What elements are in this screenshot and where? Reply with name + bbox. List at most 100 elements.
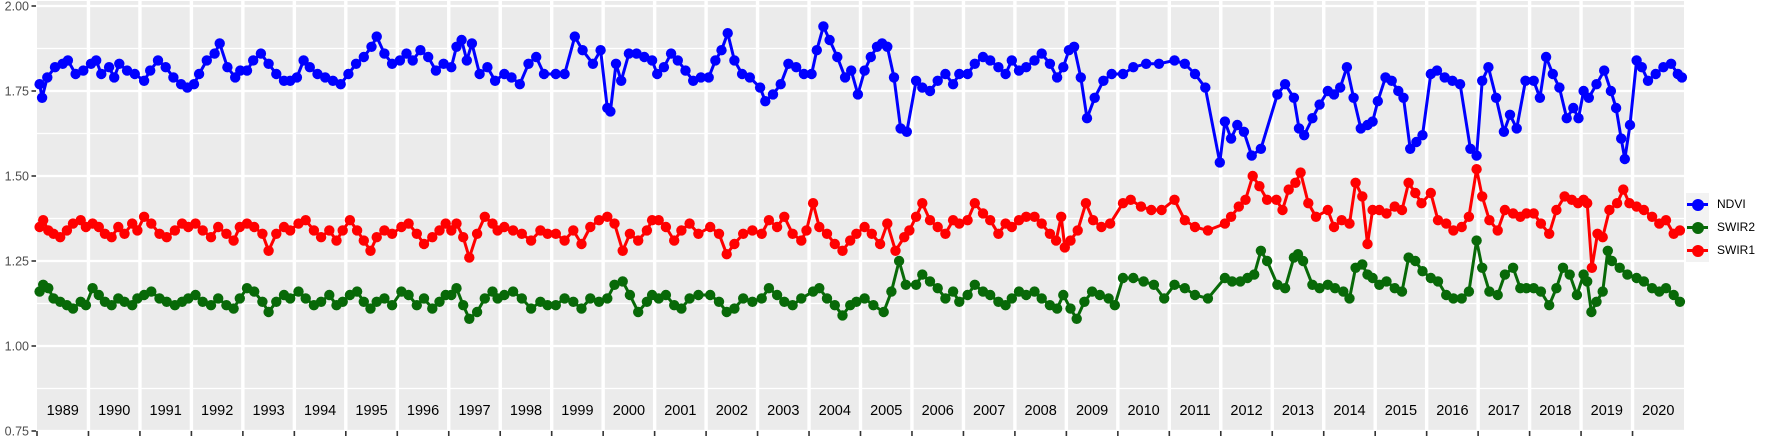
data-point-ndvi [343, 68, 354, 80]
y-axis-label: 1.00 [5, 340, 29, 354]
data-point-swir2 [1622, 269, 1633, 280]
data-point-ndvi [729, 55, 740, 66]
data-point-ndvi [605, 106, 616, 117]
data-point-ndvi [754, 82, 766, 93]
data-point-swir1 [324, 225, 335, 236]
data-point-swir1 [365, 245, 376, 256]
data-point-swir1 [337, 225, 348, 236]
data-point-ndvi [1006, 55, 1017, 66]
data-point-swir2 [1103, 293, 1114, 304]
data-point-swir1 [1303, 198, 1314, 209]
data-point-ndvi [1299, 130, 1310, 141]
data-point-swir2 [479, 293, 490, 304]
data-point-swir1 [576, 238, 587, 250]
data-point-ndvi [616, 75, 627, 87]
data-point-swir1 [1169, 194, 1180, 205]
data-point-ndvi [767, 89, 779, 100]
data-point-ndvi [791, 61, 802, 73]
data-point-ndvi [1624, 119, 1636, 131]
data-point-swir2 [1202, 293, 1214, 304]
data-point-swir2 [386, 300, 398, 311]
data-point-swir1 [917, 198, 928, 209]
data-point-ndvi [514, 79, 525, 90]
data-point-ndvi [947, 79, 959, 90]
data-point-ndvi [188, 79, 200, 90]
data-point-swir2 [293, 286, 304, 297]
data-point-swir1 [1638, 204, 1650, 216]
data-point-swir2 [351, 286, 363, 297]
data-point-swir1 [403, 218, 414, 229]
data-point-swir1 [807, 198, 819, 209]
data-point-swir2 [1226, 276, 1238, 287]
data-point-swir2 [1614, 262, 1625, 273]
data-point-swir1 [221, 228, 232, 239]
data-point-ndvi [407, 55, 418, 66]
data-point-swir1 [1087, 215, 1099, 226]
data-point-ndvi [96, 68, 107, 80]
data-point-ndvi [744, 72, 755, 83]
data-point-swir2 [962, 289, 973, 301]
data-point-ndvi [646, 55, 658, 66]
data-point-ndvi [1540, 51, 1552, 63]
data-point-swir1 [308, 225, 320, 236]
data-point-swir2 [1058, 289, 1069, 301]
data-point-swir2 [1448, 293, 1459, 304]
data-point-swir2 [917, 269, 928, 280]
data-point-ndvi [1238, 126, 1250, 137]
data-point-ndvi [358, 51, 369, 63]
data-point-ndvi [91, 55, 102, 66]
data-point-swir1 [1135, 201, 1147, 212]
x-year-label: 2020 [1642, 403, 1674, 419]
data-point-ndvi [1214, 157, 1226, 168]
data-point-swir2 [1551, 283, 1562, 294]
data-point-swir2 [1535, 286, 1547, 297]
data-point-ndvi [1417, 130, 1428, 141]
data-point-swir2 [411, 300, 422, 311]
data-point-ndvi [366, 41, 377, 52]
data-point-ndvi [1179, 58, 1191, 69]
data-point-swir1 [1295, 167, 1306, 178]
data-point-swir2 [337, 296, 348, 307]
data-point-swir2 [451, 283, 462, 294]
data-point-ndvi [610, 58, 622, 69]
data-point-swir2 [1660, 283, 1672, 294]
data-point-swir1 [676, 225, 687, 236]
data-point-ndvi [1411, 136, 1422, 148]
data-point-swir1 [1096, 221, 1107, 233]
data-point-ndvi [263, 58, 274, 69]
data-point-ndvi [430, 65, 442, 76]
data-point-swir1 [660, 221, 672, 233]
x-year-label: 1997 [458, 403, 490, 419]
data-point-swir2 [1051, 303, 1063, 314]
data-point-swir1 [684, 218, 695, 229]
data-point-ndvi [969, 58, 980, 69]
data-point-ndvi [1642, 75, 1654, 87]
data-point-swir1 [1283, 184, 1294, 195]
data-point-swir1 [609, 218, 620, 229]
data-point-ndvi [1650, 68, 1661, 80]
data-point-ndvi [818, 21, 829, 32]
data-point-swir2 [1463, 286, 1475, 297]
data-point-swir1 [371, 232, 382, 243]
data-point-ndvi [550, 68, 561, 80]
data-point-swir1 [1551, 204, 1562, 216]
data-point-swir2 [1499, 269, 1511, 280]
data-point-swir2 [67, 303, 79, 314]
data-point-swir1 [169, 225, 181, 236]
data-point-ndvi [394, 55, 406, 66]
data-point-swir1 [1674, 225, 1686, 236]
data-point-swir1 [138, 211, 150, 222]
data-point-swir2 [43, 283, 54, 294]
data-point-swir1 [602, 211, 613, 222]
data-point-swir2 [924, 276, 936, 287]
data-point-swir1 [829, 238, 840, 250]
data-point-swir1 [796, 235, 807, 246]
data-point-swir1 [713, 228, 725, 239]
data-point-swir2 [93, 289, 105, 301]
data-point-swir1 [1492, 225, 1503, 236]
data-point-ndvi [1169, 55, 1180, 66]
data-point-ndvi [1314, 99, 1325, 110]
data-point-ndvi [1431, 65, 1443, 76]
data-point-swir1 [1611, 198, 1623, 209]
data-point-swir1 [771, 221, 783, 233]
